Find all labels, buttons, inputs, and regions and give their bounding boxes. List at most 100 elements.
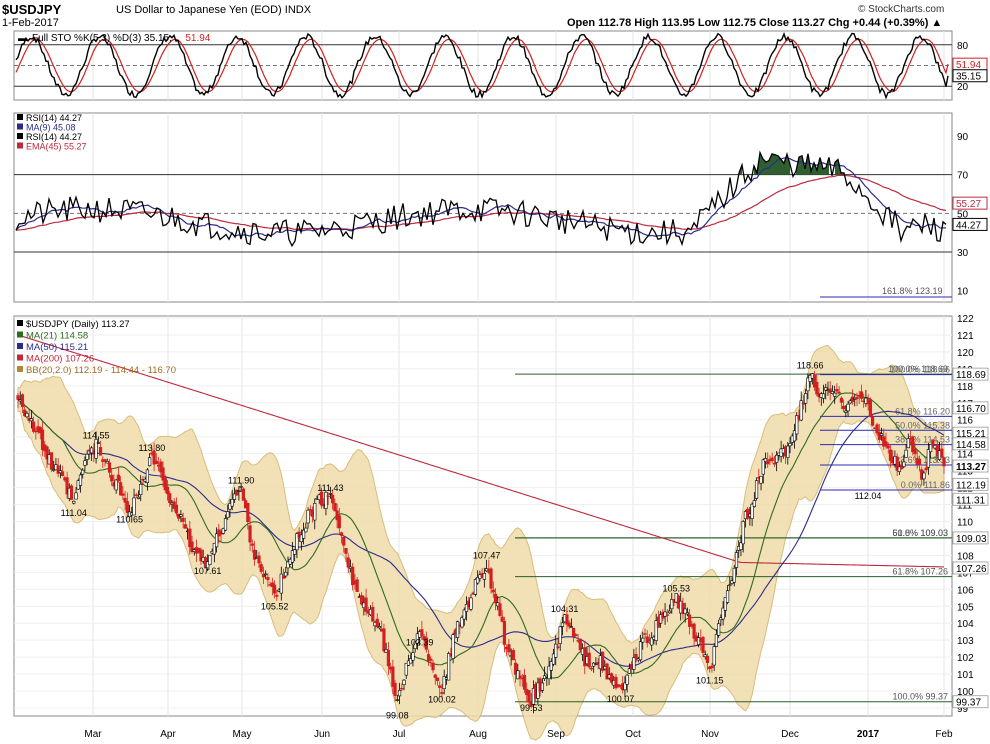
price-legend-swatch [17, 343, 23, 349]
candle-body [500, 616, 504, 622]
candle-body [770, 457, 774, 461]
candle-body [589, 667, 594, 670]
price-value-tag-box [952, 695, 989, 709]
candle-body [286, 561, 290, 569]
candle-body [654, 620, 658, 641]
candle-body [739, 542, 743, 550]
candle-body [69, 485, 74, 500]
candle-body [266, 577, 270, 581]
candle-body [710, 665, 714, 668]
candle-body [732, 567, 736, 583]
candle-body [917, 458, 922, 466]
stoch-d-line [15, 38, 949, 93]
candle-body [875, 424, 879, 434]
stoch-k-line [15, 31, 949, 100]
candle-body [489, 568, 493, 589]
fib-extension-label: 161.8% 123.19 [882, 286, 943, 296]
candle-body [455, 621, 460, 638]
ma50-line [17, 398, 945, 667]
candle-body [295, 533, 299, 551]
x-axis-label: Nov [701, 729, 719, 740]
candle-body [922, 472, 926, 480]
price-legend-swatch [17, 331, 23, 338]
candle-body [257, 555, 261, 564]
candle-body [815, 381, 819, 395]
candle-body [792, 430, 797, 442]
candle-body [183, 524, 187, 529]
candle-body [105, 460, 109, 464]
candle-body [522, 675, 527, 690]
candle-body [154, 460, 158, 465]
price-legend-item: BB(20,2.0) 112.19 - 114.44 - 116.70 [26, 365, 176, 376]
candle-body [623, 682, 627, 691]
candle-body [772, 463, 777, 465]
rsi-legend-item: RSI(14) 44.27 [26, 132, 82, 142]
candle-body [232, 493, 237, 500]
stoch-value-tag: 51.94 [956, 60, 981, 71]
candle-body [239, 486, 243, 488]
candle-body [223, 518, 228, 531]
candle-body [754, 480, 759, 499]
candle-body [567, 622, 571, 627]
candle-body [264, 573, 268, 576]
candle-body [145, 469, 150, 483]
candle-body [221, 528, 225, 534]
candle-body [451, 634, 455, 659]
price-annotation: 99.08 [386, 711, 409, 721]
candle-body [212, 542, 216, 555]
price-annotation: 101.15 [696, 676, 724, 686]
candle-body [85, 453, 89, 460]
candle-body [259, 564, 263, 572]
candle-body [821, 393, 826, 399]
candle-body [685, 612, 689, 615]
candle-body [870, 416, 875, 426]
rsi-tick-label: 50 [957, 209, 969, 220]
candle-body [913, 448, 917, 455]
price-value-tag: 116.70 [956, 404, 986, 415]
price-legend-swatch [17, 320, 23, 326]
candle-body [469, 597, 473, 610]
candle-body [429, 658, 433, 661]
candle-body [518, 675, 522, 679]
candle-body [159, 461, 163, 473]
candle-body [750, 503, 754, 519]
stoch-legend-swatch: ▬ [18, 33, 27, 43]
candle-body [409, 658, 413, 664]
candle-body [665, 614, 669, 616]
candle-body [275, 594, 279, 597]
price-tick-label: 108 [957, 551, 974, 562]
candle-body [90, 447, 94, 454]
candle-body [940, 448, 944, 458]
candle-body [498, 603, 502, 617]
candle-body [752, 500, 756, 507]
candle-body [904, 449, 908, 458]
price-annotation: 100.07 [607, 694, 635, 704]
price-legend-item: $USDJPY (Daily) 113.27 [26, 319, 130, 330]
candle-body [293, 549, 297, 555]
rsi-legend-item: EMA(45) 55.27 [26, 142, 87, 152]
price-tick-label: 103 [957, 636, 974, 647]
candle-body [614, 676, 618, 689]
fib-label: 100.0% 99.37 [892, 692, 948, 702]
candle-body [114, 479, 118, 491]
candle-body [571, 627, 576, 638]
candle-body [98, 447, 103, 456]
x-axis-label: Sep [547, 729, 565, 740]
rsi-tick-label: 30 [957, 248, 969, 259]
candle-body [360, 595, 364, 605]
price-value-tag-box [952, 437, 989, 451]
candle-body [226, 511, 230, 519]
stochastics-panel: 80 20 ▬ Full STO %K(5,3) %D(3) 35.15, 51.94 5… [13, 30, 988, 101]
candle-body [382, 628, 386, 652]
candle-body [302, 529, 306, 539]
price-annotation: 112.04 [855, 491, 882, 501]
candle-body [828, 388, 832, 393]
candle-body [431, 662, 435, 671]
candle-body [395, 699, 399, 701]
candle-body [650, 637, 654, 646]
candle-body [413, 641, 417, 650]
candle-body [605, 663, 609, 680]
price-value-tag: 109.03 [956, 534, 987, 545]
candle-body [94, 439, 98, 459]
candle-body [929, 444, 933, 453]
